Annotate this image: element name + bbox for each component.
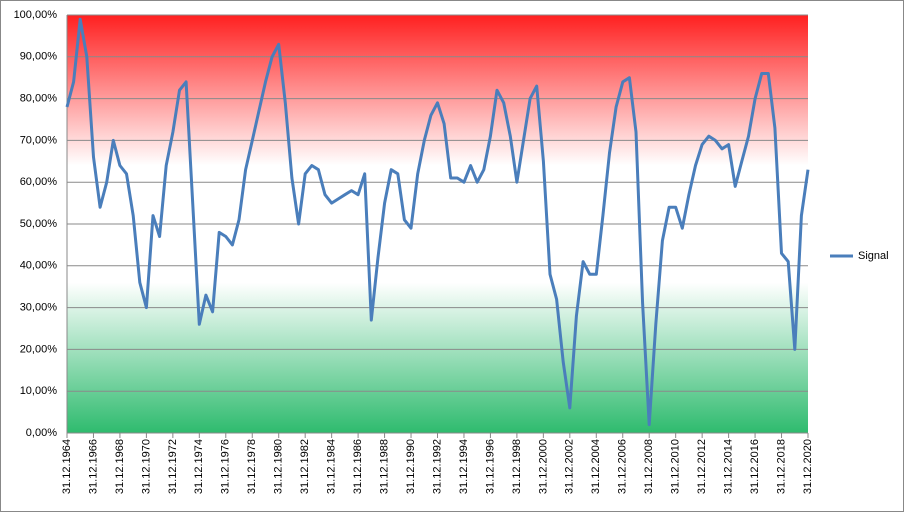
y-tick-label: 100,00% (14, 9, 58, 21)
series-line (65, 17, 810, 427)
x-tick-label: 31.12.2002 (564, 439, 576, 494)
x-tick-label: 31.12.1970 (140, 439, 152, 494)
x-tick-label: 31.12.2016 (749, 439, 761, 494)
x-tick-label: 31.12.2006 (617, 439, 629, 494)
x-tick-label: 31.12.1974 (193, 439, 205, 494)
y-tick-label: 90,00% (20, 51, 58, 63)
x-tick-label: 31.12.1982 (299, 439, 311, 494)
x-tick-label: 31.12.2014 (723, 439, 735, 494)
y-tick-label: 80,00% (20, 93, 58, 105)
y-tick-label: 70,00% (20, 134, 58, 146)
x-tick-label: 31.12.2010 (670, 439, 682, 494)
y-tick-label: 60,00% (20, 176, 58, 188)
x-tick-label: 31.12.1976 (220, 439, 232, 494)
x-tick-label: 31.12.1994 (458, 439, 470, 494)
x-tick-label: 31.12.1964 (61, 439, 73, 494)
x-tick-label: 31.12.1988 (378, 439, 390, 494)
x-tick-label: 31.12.1968 (114, 439, 126, 494)
y-tick-label: 50,00% (20, 218, 58, 230)
x-tick-label: 31.12.1966 (87, 439, 99, 494)
legend-label: Signal (858, 250, 889, 262)
x-tick-label: 31.12.1978 (246, 439, 258, 494)
x-tick-label: 31.12.1996 (484, 439, 496, 494)
x-tick-label: 31.12.2012 (696, 439, 708, 494)
x-tick-label: 31.12.2018 (775, 439, 787, 494)
x-tick-label: 31.12.1992 (431, 439, 443, 494)
x-tick-label: 31.12.2004 (590, 439, 602, 494)
x-tick-label: 31.12.1990 (405, 439, 417, 494)
x-tick-label: 31.12.1972 (167, 439, 179, 494)
x-tick-label: 31.12.1998 (511, 439, 523, 494)
x-tick-label: 31.12.1980 (273, 439, 285, 494)
x-tick-label: 31.12.2020 (802, 439, 814, 494)
x-tick-label: 31.12.2000 (537, 439, 549, 494)
y-tick-label: 0,00% (26, 427, 57, 439)
x-tick-label: 31.12.1986 (352, 439, 364, 494)
y-tick-label: 20,00% (20, 343, 58, 355)
y-tick-label: 10,00% (20, 385, 58, 397)
x-tick-label: 31.12.1984 (326, 439, 338, 494)
y-tick-label: 40,00% (20, 260, 58, 272)
y-tick-label: 30,00% (20, 302, 58, 314)
x-tick-label: 31.12.2008 (643, 439, 655, 494)
